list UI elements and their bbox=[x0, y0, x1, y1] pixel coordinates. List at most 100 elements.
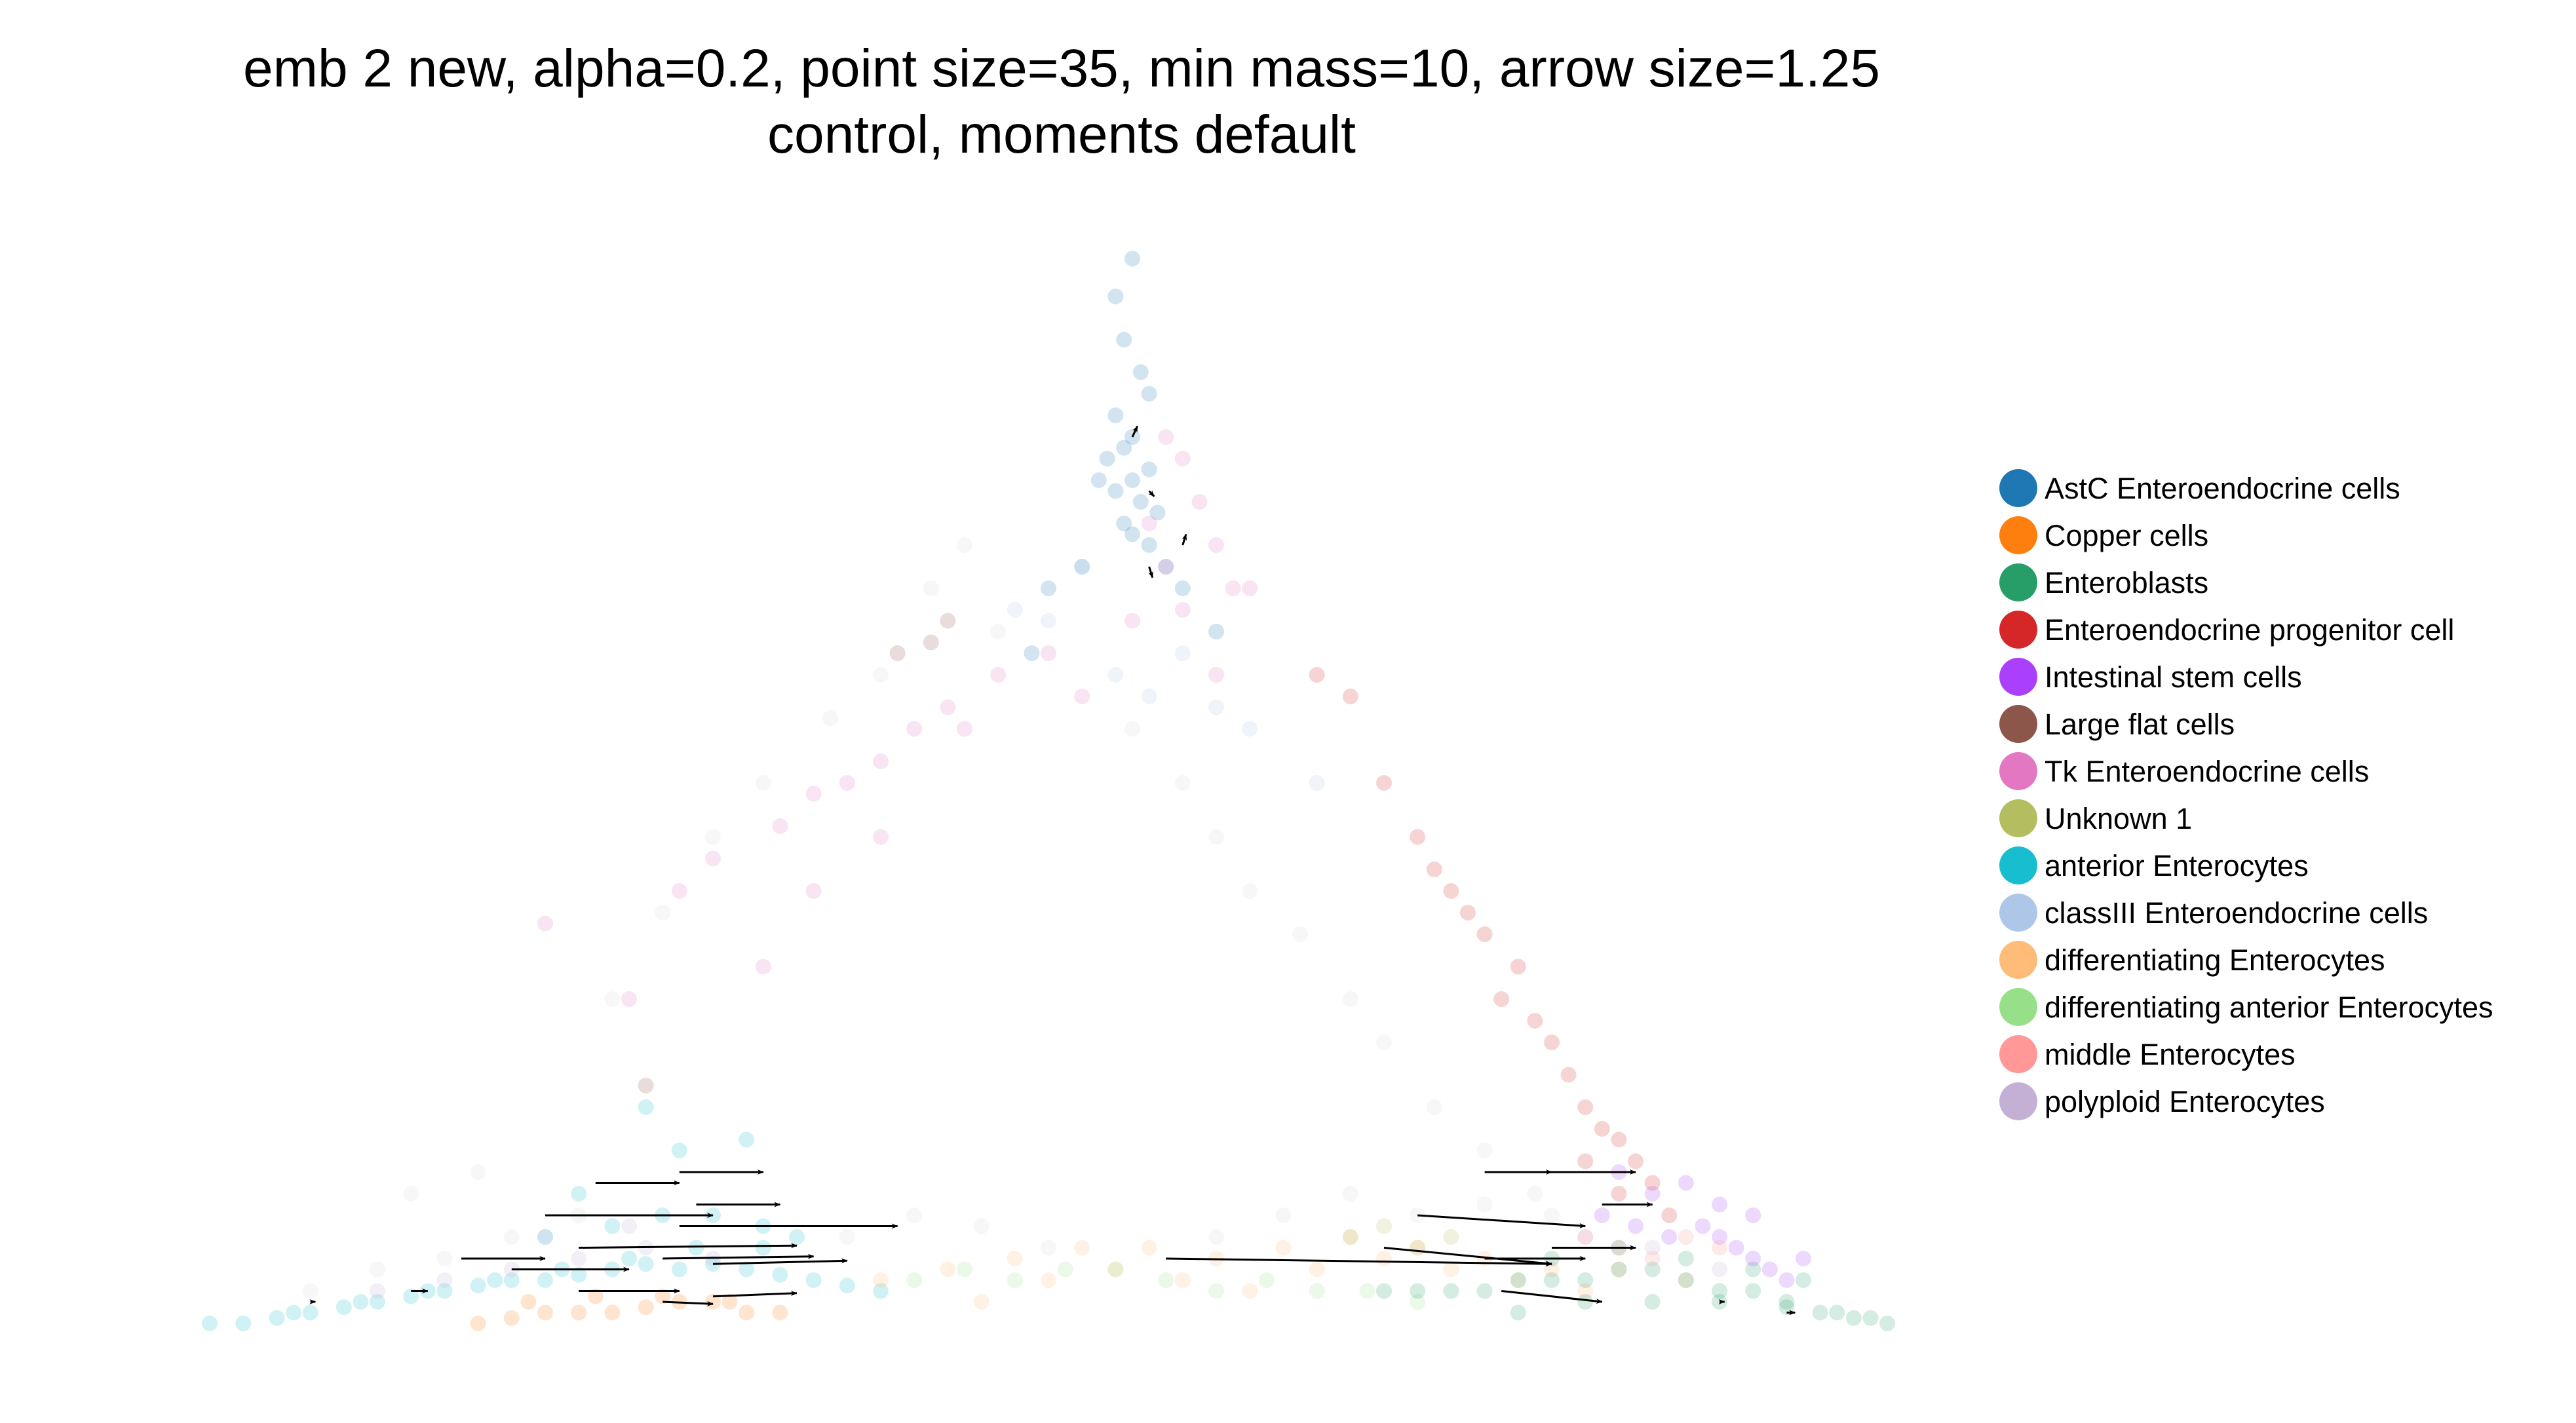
legend-label: Enteroblasts bbox=[2045, 566, 2208, 599]
scatter-point-classiii-enteroendocrine-cells bbox=[1107, 667, 1124, 683]
legend-marker bbox=[1999, 894, 2037, 932]
scatter-point-unknown-1 bbox=[1376, 1218, 1392, 1234]
scatter-point-unknown-1 bbox=[1443, 1229, 1459, 1245]
scatter-point-intestinal-stem-cells bbox=[1745, 1251, 1761, 1266]
velocity-arrow bbox=[1131, 425, 1139, 438]
scatter-point-unlabeled bbox=[1242, 883, 1258, 899]
scatter-point-anterior-enterocytes bbox=[805, 1272, 822, 1288]
scatter-point-anterior-enterocytes bbox=[638, 1256, 654, 1272]
scatter-point-unlabeled bbox=[604, 991, 621, 1007]
scatter-point-enteroendocrine-progenitor-cell bbox=[1611, 1186, 1627, 1202]
scatter-point-enteroblasts bbox=[1812, 1304, 1828, 1321]
scatter-point-anterior-enterocytes bbox=[353, 1294, 369, 1310]
legend-marker bbox=[1999, 846, 2037, 884]
legend: AstC Enteroendocrine cells Copper cells En… bbox=[1999, 469, 2493, 1120]
velocity-arrow bbox=[1383, 1247, 1552, 1266]
scatter-point-intestinal-stem-cells bbox=[1594, 1207, 1610, 1223]
scatter-point-enteroblasts bbox=[1443, 1283, 1459, 1299]
scatter-point-intestinal-stem-cells bbox=[1778, 1272, 1795, 1288]
scatter-point-astc-enteroendocrine-cells bbox=[1132, 494, 1149, 510]
scatter-point-polyploid-enterocytes bbox=[370, 1283, 385, 1299]
scatter-point-copper-cells bbox=[587, 1288, 604, 1304]
velocity-arrow bbox=[1501, 1290, 1603, 1304]
legend-marker bbox=[1999, 752, 2037, 790]
scatter-point-unlabeled bbox=[1544, 1207, 1560, 1223]
scatter-point-differentiating-enterocytes bbox=[1443, 1261, 1459, 1278]
scatter-point-enteroblasts bbox=[1678, 1272, 1694, 1288]
scatter-point-large-flat-cells bbox=[889, 645, 906, 661]
scatter-point-astc-enteroendocrine-cells bbox=[1116, 516, 1132, 531]
scatter-point-differentiating-enterocytes bbox=[1174, 1272, 1191, 1288]
scatter-point-tk-enteroendocrine-cells bbox=[705, 850, 721, 867]
scatter-point-copper-cells bbox=[470, 1316, 486, 1331]
scatter-point-unlabeled bbox=[822, 710, 839, 726]
scatter-point-unlabeled bbox=[302, 1283, 318, 1299]
scatter-point-anterior-enterocytes bbox=[571, 1266, 587, 1283]
scatter-point-middle-enterocytes bbox=[1712, 1240, 1727, 1256]
legend-marker bbox=[1999, 469, 2037, 507]
legend-marker bbox=[1999, 988, 2037, 1026]
scatter-point-astc-enteroendocrine-cells bbox=[1107, 288, 1124, 305]
scatter-points bbox=[202, 250, 1895, 1331]
scatter-point-unlabeled bbox=[839, 1229, 855, 1245]
legend-label: Unknown 1 bbox=[2045, 802, 2192, 835]
scatter-point-tk-enteroendocrine-cells bbox=[621, 991, 637, 1007]
scatter-point-differentiating-enterocytes bbox=[1041, 1272, 1056, 1288]
scatter-point-unlabeled bbox=[873, 667, 889, 683]
scatter-point-differentiating-enterocytes bbox=[1678, 1272, 1694, 1288]
scatter-point-astc-enteroendocrine-cells bbox=[1125, 526, 1140, 542]
scatter-point-enteroendocrine-progenitor-cell bbox=[1493, 991, 1510, 1007]
scatter-point-unlabeled bbox=[1426, 1099, 1442, 1115]
scatter-point-classiii-enteroendocrine-cells bbox=[1074, 559, 1090, 575]
scatter-point-anterior-enterocytes bbox=[671, 1143, 687, 1158]
scatter-point-intestinal-stem-cells bbox=[1695, 1218, 1711, 1234]
scatter-point-differentiating-enterocytes bbox=[1275, 1240, 1292, 1256]
scatter-point-enteroblasts bbox=[1376, 1283, 1392, 1299]
legend-marker bbox=[1999, 941, 2037, 979]
scatter-point-differentiating-enterocytes bbox=[940, 1261, 956, 1278]
scatter-point-tk-enteroendocrine-cells bbox=[873, 753, 889, 769]
scatter-point-enteroblasts bbox=[1644, 1294, 1661, 1310]
scatter-point-polyploid-enterocytes bbox=[1712, 1261, 1727, 1278]
scatter-point-copper-cells bbox=[537, 1304, 553, 1321]
scatter-point-anterior-enterocytes bbox=[571, 1186, 587, 1202]
legend-marker bbox=[1999, 1082, 2037, 1120]
scatter-point-tk-enteroendocrine-cells bbox=[940, 699, 956, 715]
legend-label: middle Enterocytes bbox=[2045, 1038, 2296, 1071]
scatter-point-tk-enteroendocrine-cells bbox=[1208, 537, 1224, 553]
scatter-point-astc-enteroendocrine-cells bbox=[1041, 580, 1056, 596]
legend-label: AstC Enteroendocrine cells bbox=[2045, 472, 2400, 505]
scatter-point-differentiating-anterior-enterocytes bbox=[1410, 1294, 1426, 1310]
scatter-point-anterior-enterocytes bbox=[671, 1261, 687, 1278]
velocity-arrow bbox=[1417, 1214, 1586, 1228]
scatter-point-unlabeled bbox=[1527, 1186, 1543, 1202]
scatter-point-enteroendocrine-progenitor-cell bbox=[1560, 1067, 1577, 1083]
legend-label: polyploid Enterocytes bbox=[2045, 1085, 2325, 1118]
scatter-point-anterior-enterocytes bbox=[537, 1272, 553, 1288]
scatter-point-tk-enteroendocrine-cells bbox=[1158, 429, 1174, 445]
scatter-point-intestinal-stem-cells bbox=[1628, 1218, 1644, 1234]
scatter-point-differentiating-enterocytes bbox=[1309, 1261, 1325, 1278]
scatter-point-enteroblasts bbox=[1796, 1272, 1811, 1288]
velocity-arrow bbox=[712, 1291, 798, 1298]
scatter-point-tk-enteroendocrine-cells bbox=[1242, 580, 1258, 596]
velocity-arrow bbox=[1182, 533, 1187, 546]
scatter-point-astc-enteroendocrine-cells bbox=[1141, 537, 1157, 553]
scatter-point-tk-enteroendocrine-cells bbox=[1125, 613, 1140, 629]
scatter-point-copper-cells bbox=[503, 1310, 520, 1326]
scatter-point-intestinal-stem-cells bbox=[1678, 1175, 1694, 1191]
scatter-point-copper-cells bbox=[638, 1299, 654, 1316]
velocity-arrow bbox=[712, 1258, 848, 1265]
scatter-point-unlabeled bbox=[1275, 1207, 1292, 1223]
scatter-point-anterior-enterocytes bbox=[202, 1316, 218, 1331]
velocity-arrow bbox=[1148, 490, 1155, 497]
scatter-point-copper-cells bbox=[604, 1304, 621, 1321]
scatter-point-astc-enteroendocrine-cells bbox=[1116, 440, 1132, 456]
scatter-point-tk-enteroendocrine-cells bbox=[1225, 580, 1241, 596]
scatter-point-differentiating-enterocytes bbox=[1242, 1283, 1258, 1299]
scatter-point-tk-enteroendocrine-cells bbox=[1208, 667, 1224, 683]
scatter-point-tk-enteroendocrine-cells bbox=[1191, 494, 1208, 510]
scatter-point-copper-cells bbox=[739, 1304, 755, 1321]
scatter-point-differentiating-anterior-enterocytes bbox=[1359, 1283, 1375, 1299]
scatter-point-enteroendocrine-progenitor-cell bbox=[1577, 1099, 1594, 1115]
